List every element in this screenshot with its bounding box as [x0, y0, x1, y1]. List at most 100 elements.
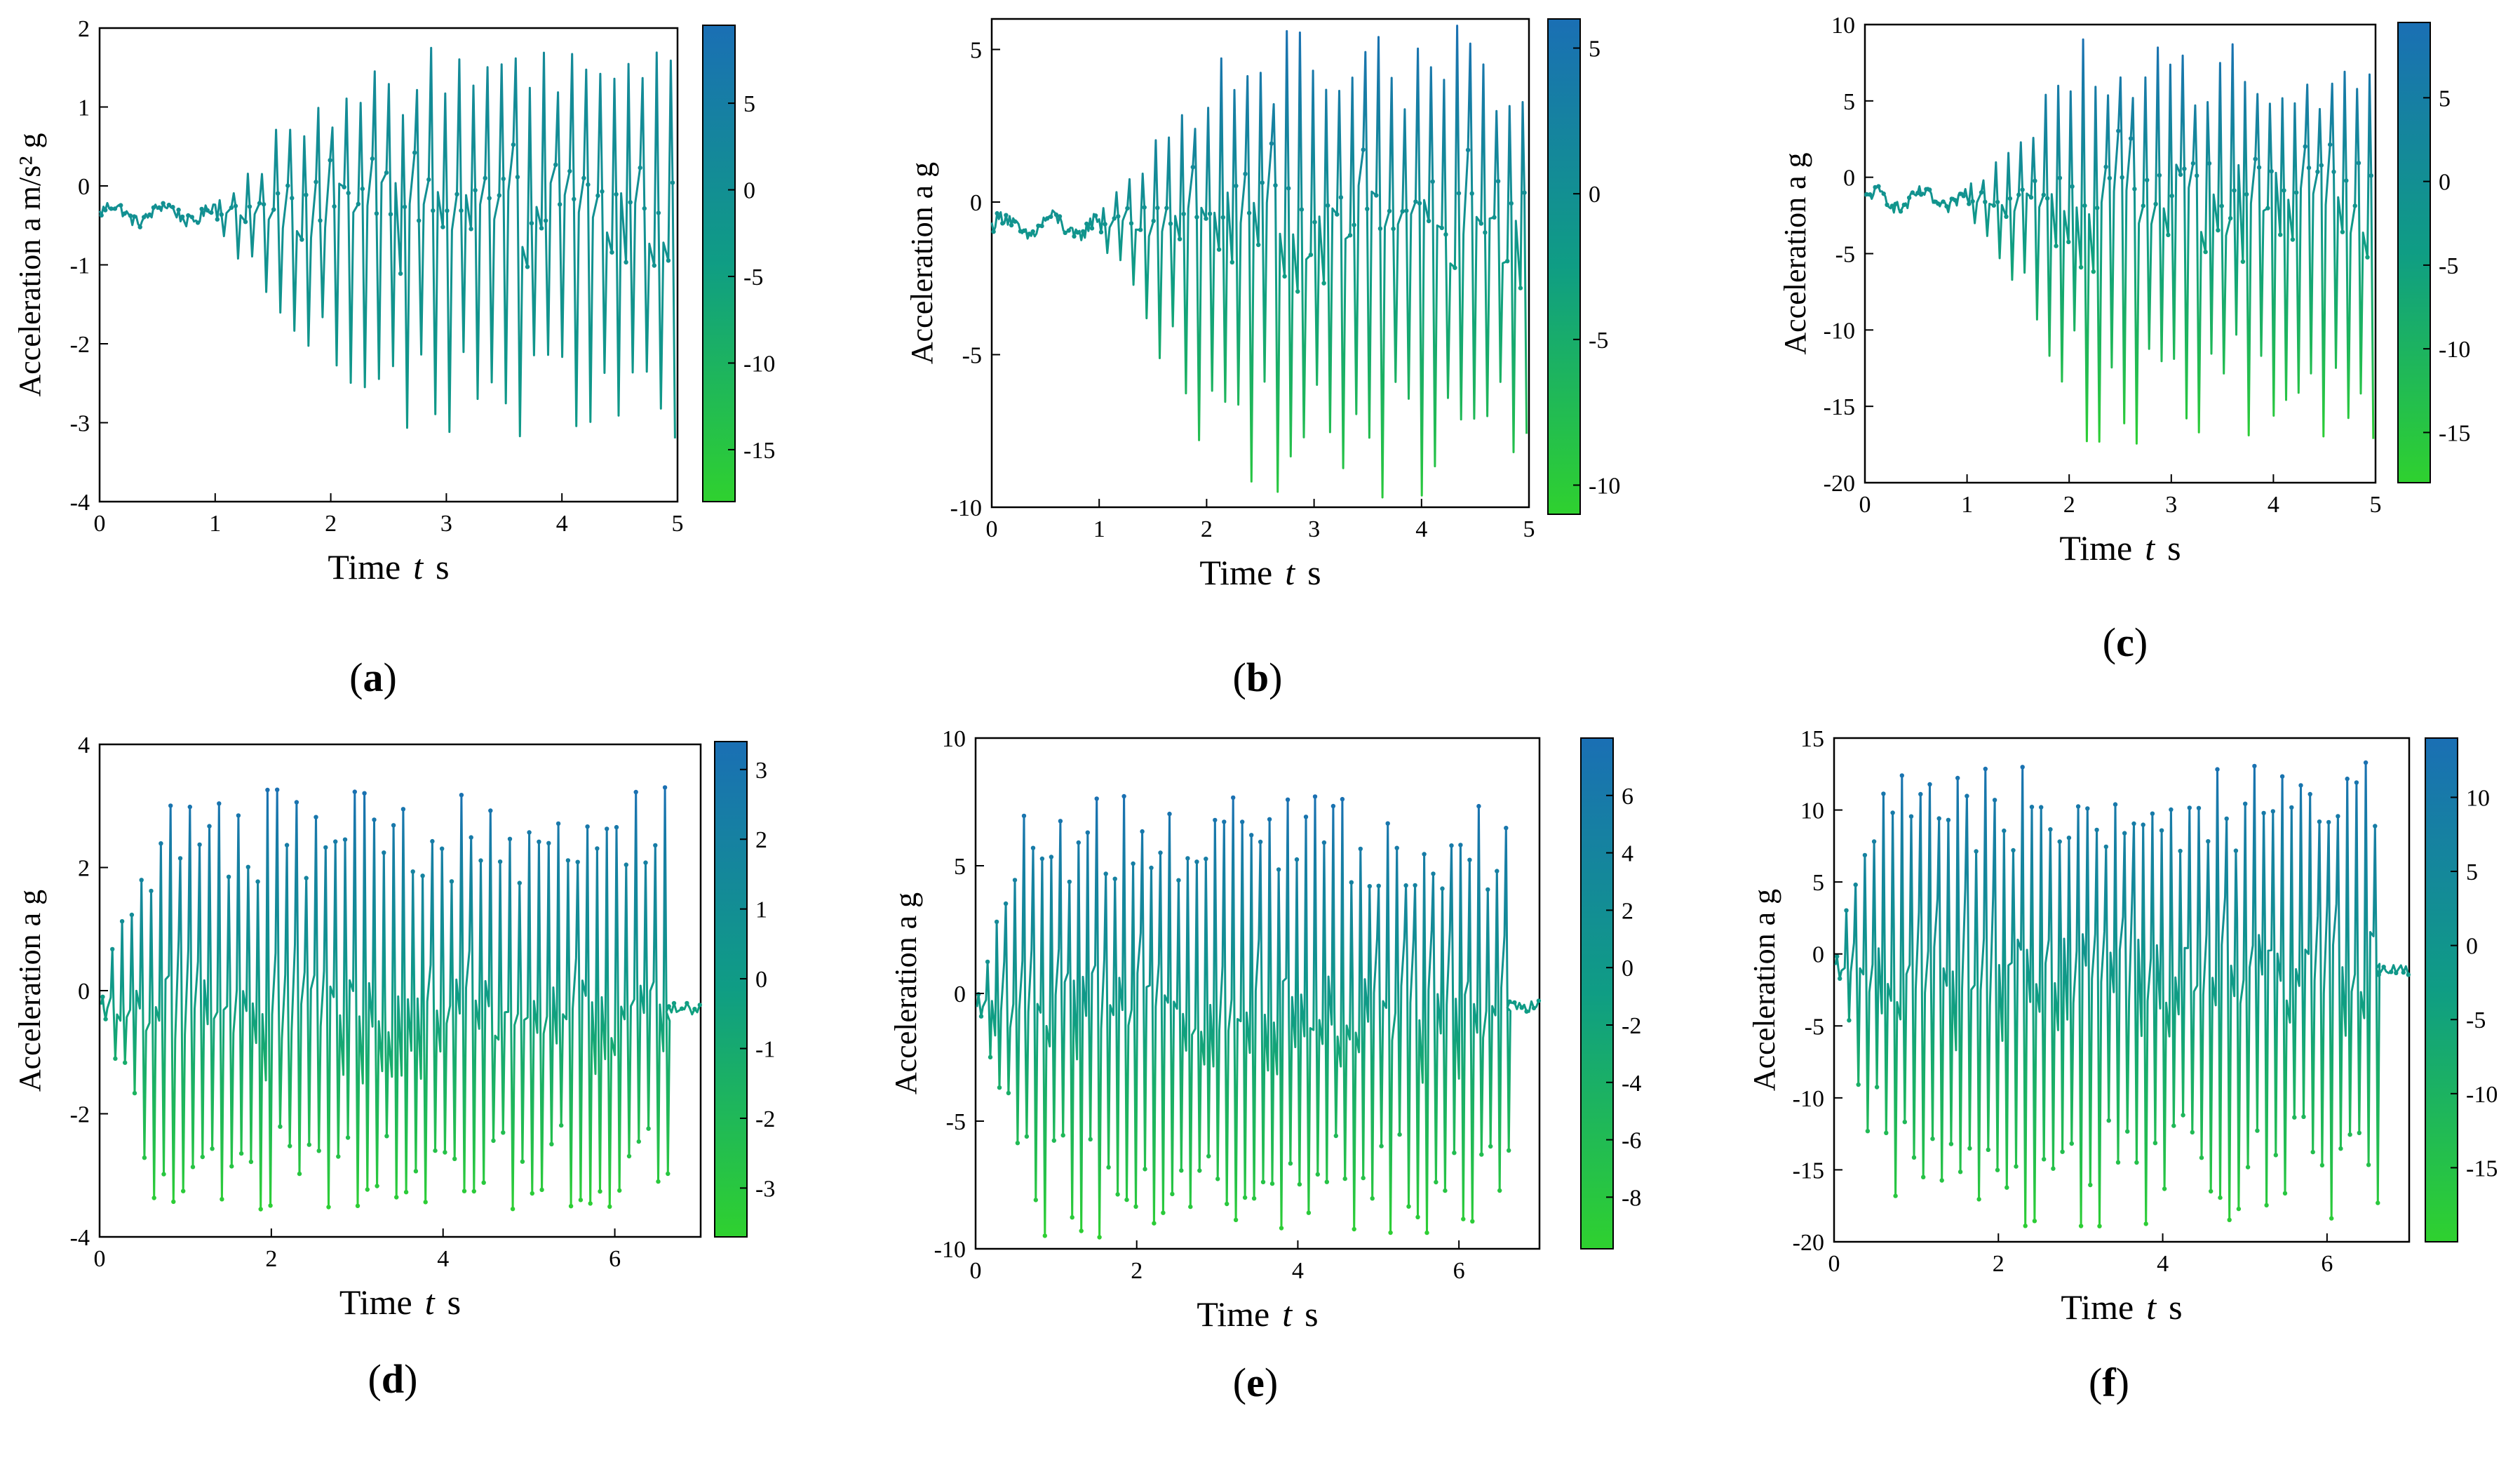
- data-point: [1058, 819, 1063, 824]
- data-point: [1168, 221, 1173, 226]
- data-point: [177, 856, 183, 861]
- data-point: [1335, 212, 1340, 217]
- data-point: [636, 1139, 641, 1144]
- data-point: [558, 202, 562, 207]
- data-point: [2199, 1155, 2204, 1160]
- data-point: [1170, 1191, 1175, 1197]
- data-point: [1844, 908, 1849, 913]
- data-point: [1361, 147, 1366, 152]
- panel-label: (c): [2103, 619, 2148, 665]
- data-point: [1049, 214, 1053, 220]
- data-point: [543, 218, 548, 223]
- y-tick-label: 0: [1843, 166, 1855, 192]
- data-point: [2070, 184, 2075, 189]
- data-point: [1286, 186, 1291, 191]
- data-point: [1085, 830, 1091, 835]
- data-point: [2228, 215, 2233, 221]
- y-axis-label: Acceleration a g: [905, 162, 939, 364]
- data-point: [1188, 1204, 1193, 1210]
- data-point: [1164, 206, 1169, 210]
- data-point: [355, 1203, 361, 1209]
- data-point: [2216, 228, 2221, 233]
- data-point: [2270, 809, 2275, 814]
- data-point: [1918, 192, 1924, 197]
- data-point: [294, 800, 299, 805]
- data-point: [1269, 141, 1274, 146]
- plot-area: [1833, 737, 2411, 1243]
- panel-label: (d): [368, 1356, 418, 1402]
- data-point: [1013, 219, 1018, 224]
- data-point: [1231, 795, 1236, 801]
- data-point: [1004, 213, 1009, 217]
- data-point: [1377, 226, 1383, 231]
- series-line: [1834, 761, 2410, 1228]
- data-point: [229, 205, 234, 210]
- data-point: [1179, 1168, 1184, 1173]
- data-point: [2069, 1141, 2074, 1146]
- colorbar-tick-label: -5: [1589, 328, 1608, 354]
- data-point: [346, 190, 351, 196]
- data-point: [1936, 201, 1941, 206]
- chart-panel-c: 0 1 2 3 4 5 -20 -15 -10 -5 0 5 10 Time t s Acceleration …: [1778, 13, 2470, 665]
- data-point: [1910, 190, 1915, 195]
- data-point: [1974, 849, 1979, 854]
- data-point: [2219, 203, 2224, 208]
- series-line: [976, 795, 1540, 1238]
- data-point: [1240, 819, 1245, 824]
- data-point: [2357, 1130, 2361, 1136]
- y-tick-label: -20: [1824, 471, 1855, 497]
- data-point: [487, 196, 492, 201]
- x-tick-label: 2: [265, 1246, 277, 1272]
- data-point: [985, 959, 990, 965]
- data-point: [122, 211, 127, 216]
- colorbar: [2397, 22, 2431, 483]
- data-point: [988, 1054, 993, 1060]
- x-tick-label: 4: [2268, 492, 2279, 518]
- data-point: [410, 869, 415, 874]
- data-point: [1330, 803, 1336, 809]
- data-point: [1098, 229, 1104, 235]
- data-point: [607, 1204, 612, 1210]
- data-point: [1021, 813, 1027, 819]
- data-point: [1495, 179, 1501, 184]
- x-tick-label: 6: [2321, 1251, 2333, 1277]
- data-point: [1871, 839, 1877, 844]
- data-point: [539, 226, 544, 231]
- data-point: [1518, 286, 1523, 290]
- data-point: [1387, 208, 1392, 213]
- data-point: [478, 858, 483, 863]
- data-point: [1295, 289, 1300, 294]
- data-point: [1856, 1082, 1861, 1087]
- data-point: [1326, 203, 1330, 208]
- y-axis-label: Acceleration a g: [13, 890, 47, 1092]
- data-point: [2344, 178, 2349, 183]
- data-point: [1021, 228, 1027, 233]
- data-point: [1921, 1174, 1926, 1180]
- data-point: [1249, 833, 1254, 838]
- data-point: [220, 1197, 224, 1202]
- data-point: [572, 196, 577, 201]
- data-point: [1125, 206, 1130, 211]
- colorbar-tick-label: -2: [755, 1106, 775, 1132]
- data-point: [195, 220, 201, 225]
- data-point: [2066, 836, 2072, 840]
- data-point: [2406, 972, 2411, 977]
- series-line: [990, 25, 1528, 499]
- data-point: [342, 185, 346, 189]
- data-point: [1898, 209, 1904, 214]
- data-point: [2290, 237, 2296, 242]
- x-tick-label: 4: [1292, 1258, 1304, 1284]
- data-point: [2282, 1191, 2288, 1196]
- data-point: [666, 1171, 671, 1177]
- data-point: [103, 1017, 108, 1021]
- data-point: [1948, 1141, 1954, 1146]
- data-point: [454, 192, 459, 196]
- data-point: [1958, 1170, 1963, 1174]
- y-tick-label: -10: [950, 495, 982, 521]
- data-point: [646, 1126, 651, 1131]
- series-line: [1864, 38, 2375, 445]
- y-axis-label: Acceleration a g: [889, 892, 923, 1094]
- data-point: [226, 874, 231, 880]
- data-point: [129, 912, 135, 918]
- data-point: [372, 817, 377, 822]
